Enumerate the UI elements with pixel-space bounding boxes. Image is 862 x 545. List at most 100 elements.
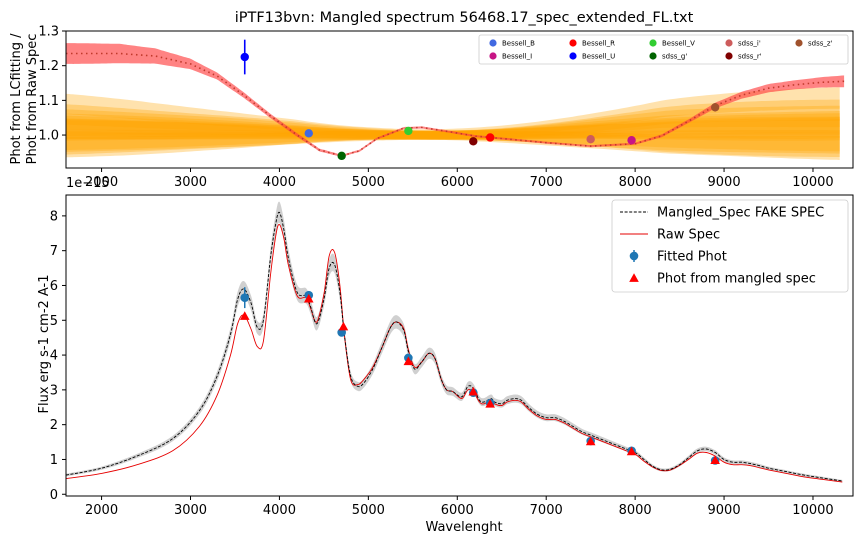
mc-band [66, 116, 840, 140]
mangled-phot-triangle [303, 293, 314, 303]
top-y-tick-label: 1.0 [38, 129, 59, 144]
top-legend-marker [795, 39, 803, 47]
bottom-x-tick-label: 3000 [174, 503, 207, 518]
bottom-legend-label: Mangled_Spec FAKE SPEC [657, 206, 824, 221]
mangled-phot-triangle [485, 398, 495, 408]
top-x-ticks: 2000 3000 4000 5000 6000 7000 8000 9000 10000 [85, 168, 834, 190]
ratio-point [586, 135, 595, 144]
bottom-legend-frame [611, 199, 849, 293]
bottom-x-tick-label: 2000 [85, 503, 118, 518]
bottom-x-tick-label: 7000 [530, 503, 563, 518]
top-legend: Bessell_B Bessell_I Bessell_R Bessell_U Bess… [478, 34, 849, 65]
ratio-curve [66, 43, 845, 157]
top-legend-label: sdss_z' [808, 40, 833, 48]
top-x-tick-label: 7000 [530, 175, 563, 190]
mc-band [66, 130, 840, 160]
mc-band [66, 111, 840, 140]
bottom-axes-frame [65, 194, 854, 497]
mc-band [66, 119, 840, 141]
mangled-spec-shading [66, 201, 843, 483]
legend-swatch-mangled-phot [629, 273, 639, 282]
top-y-label-line1: Phot from LCfitting / [9, 33, 24, 165]
top-legend-label: Bessell_I [502, 53, 532, 61]
top-legend-marker [569, 39, 577, 47]
top-y-tick-label: 1.2 [38, 59, 59, 74]
bottom-y-tick-label: 7 [50, 244, 58, 259]
mc-band [66, 117, 840, 140]
mangled-phot-triangle [403, 356, 414, 366]
top-y-label-line2: Phot from Raw Spec [25, 34, 40, 165]
bottom-panel: 2000 3000 4000 5000 6000 7000 8000 9000 10000 0 1… [37, 176, 854, 535]
mc-band [66, 113, 840, 140]
ratio-point [240, 52, 249, 62]
spectra-lines [66, 201, 843, 483]
top-chart-title: iPTF13bvn: Mangled spectrum 56468.17_spe… [235, 10, 694, 26]
top-x-tick-label: 5000 [352, 175, 385, 190]
top-legend-label: Bessell_U [582, 53, 615, 61]
bottom-y-tick-label: 8 [50, 209, 58, 224]
bottom-x-tick-label: 4000 [263, 503, 296, 518]
top-legend-marker [489, 39, 497, 47]
top-legend-label: sdss_r' [738, 53, 762, 61]
mc-band [66, 129, 840, 152]
ratio-point [304, 129, 313, 138]
top-axes-frame [65, 30, 854, 169]
bottom-y-tick-label: 3 [50, 383, 58, 398]
top-legend-label: Bessell_V [662, 40, 695, 48]
mc-band [66, 87, 840, 138]
mangled-phot-triangle [338, 321, 349, 331]
bottom-y-ticks: 0 1 2 3 4 5 6 7 8 [50, 209, 66, 503]
top-legend-label: sdss_g' [662, 53, 687, 61]
orange-mc-bands [66, 87, 840, 160]
bottom-x-label: Wavelenght [425, 520, 502, 535]
bottom-y-tick-label: 6 [50, 279, 58, 294]
bottom-y-tick-label: 2 [50, 418, 58, 433]
top-legend-marker [649, 52, 657, 60]
ratio-point [404, 126, 413, 136]
bottom-y-tick-label: 5 [50, 314, 58, 329]
top-x-tick-label: 2000 [85, 175, 118, 190]
ratio-point [627, 136, 636, 145]
ratio-point [469, 137, 478, 146]
mangled-spec-line [66, 211, 843, 482]
bottom-y-tick-label: 1 [50, 453, 58, 468]
mc-band [66, 130, 840, 154]
top-y-ticks: 1.0 1.1 1.2 1.3 [38, 25, 66, 144]
ratio-point [710, 103, 720, 112]
top-y-tick-label: 1.3 [38, 25, 59, 40]
top-legend-marker [725, 52, 733, 60]
ratio-point [485, 133, 495, 142]
bottom-legend: Mangled_Spec FAKE SPEC Raw Spec Fitted Pho… [611, 199, 849, 293]
mangled-phot-triangle [468, 386, 479, 396]
bottom-offset-text: 1e−15 [66, 176, 110, 191]
top-x-tick-label: 8000 [619, 175, 652, 190]
top-legend-marker [489, 52, 497, 60]
top-x-tick-label: 10000 [792, 175, 833, 190]
bottom-x-tick-label: 10000 [792, 503, 833, 518]
top-x-tick-label: 3000 [174, 175, 207, 190]
bottom-legend-label: Raw Spec [657, 228, 720, 243]
bottom-y-tick-label: 4 [50, 349, 58, 364]
ratio-dotted-line [66, 52, 845, 157]
top-panel: iPTF13bvn: Mangled spectrum 56468.17_spe… [9, 10, 854, 190]
top-legend-label: sdss_i' [738, 40, 761, 48]
bottom-x-ticks: 2000 3000 4000 5000 6000 7000 8000 9000 10000 [85, 496, 834, 518]
bottom-y-label: Flux erg s-1 cm-2 A-1 [37, 275, 52, 414]
phot-points [239, 287, 720, 465]
top-y-tick-label: 1.1 [38, 94, 59, 109]
ratio-point [337, 151, 346, 161]
bottom-x-tick-label: 6000 [441, 503, 474, 518]
bottom-x-tick-label: 8000 [619, 503, 652, 518]
mangled-phot-triangle [710, 455, 720, 464]
ratio-uncertainty-band [66, 43, 845, 157]
mangled-phot-triangle [585, 436, 596, 446]
bottom-legend-label: Phot from mangled spec [657, 272, 816, 287]
fitted-phot-point [240, 293, 250, 302]
mangled-phot-triangle [626, 446, 637, 456]
mc-band [66, 105, 840, 140]
fitted-ratio-points [240, 39, 720, 161]
top-legend-label: Bessell_B [502, 40, 535, 48]
top-x-tick-label: 9000 [708, 175, 741, 190]
bottom-legend-label: Fitted Phot [657, 250, 727, 265]
